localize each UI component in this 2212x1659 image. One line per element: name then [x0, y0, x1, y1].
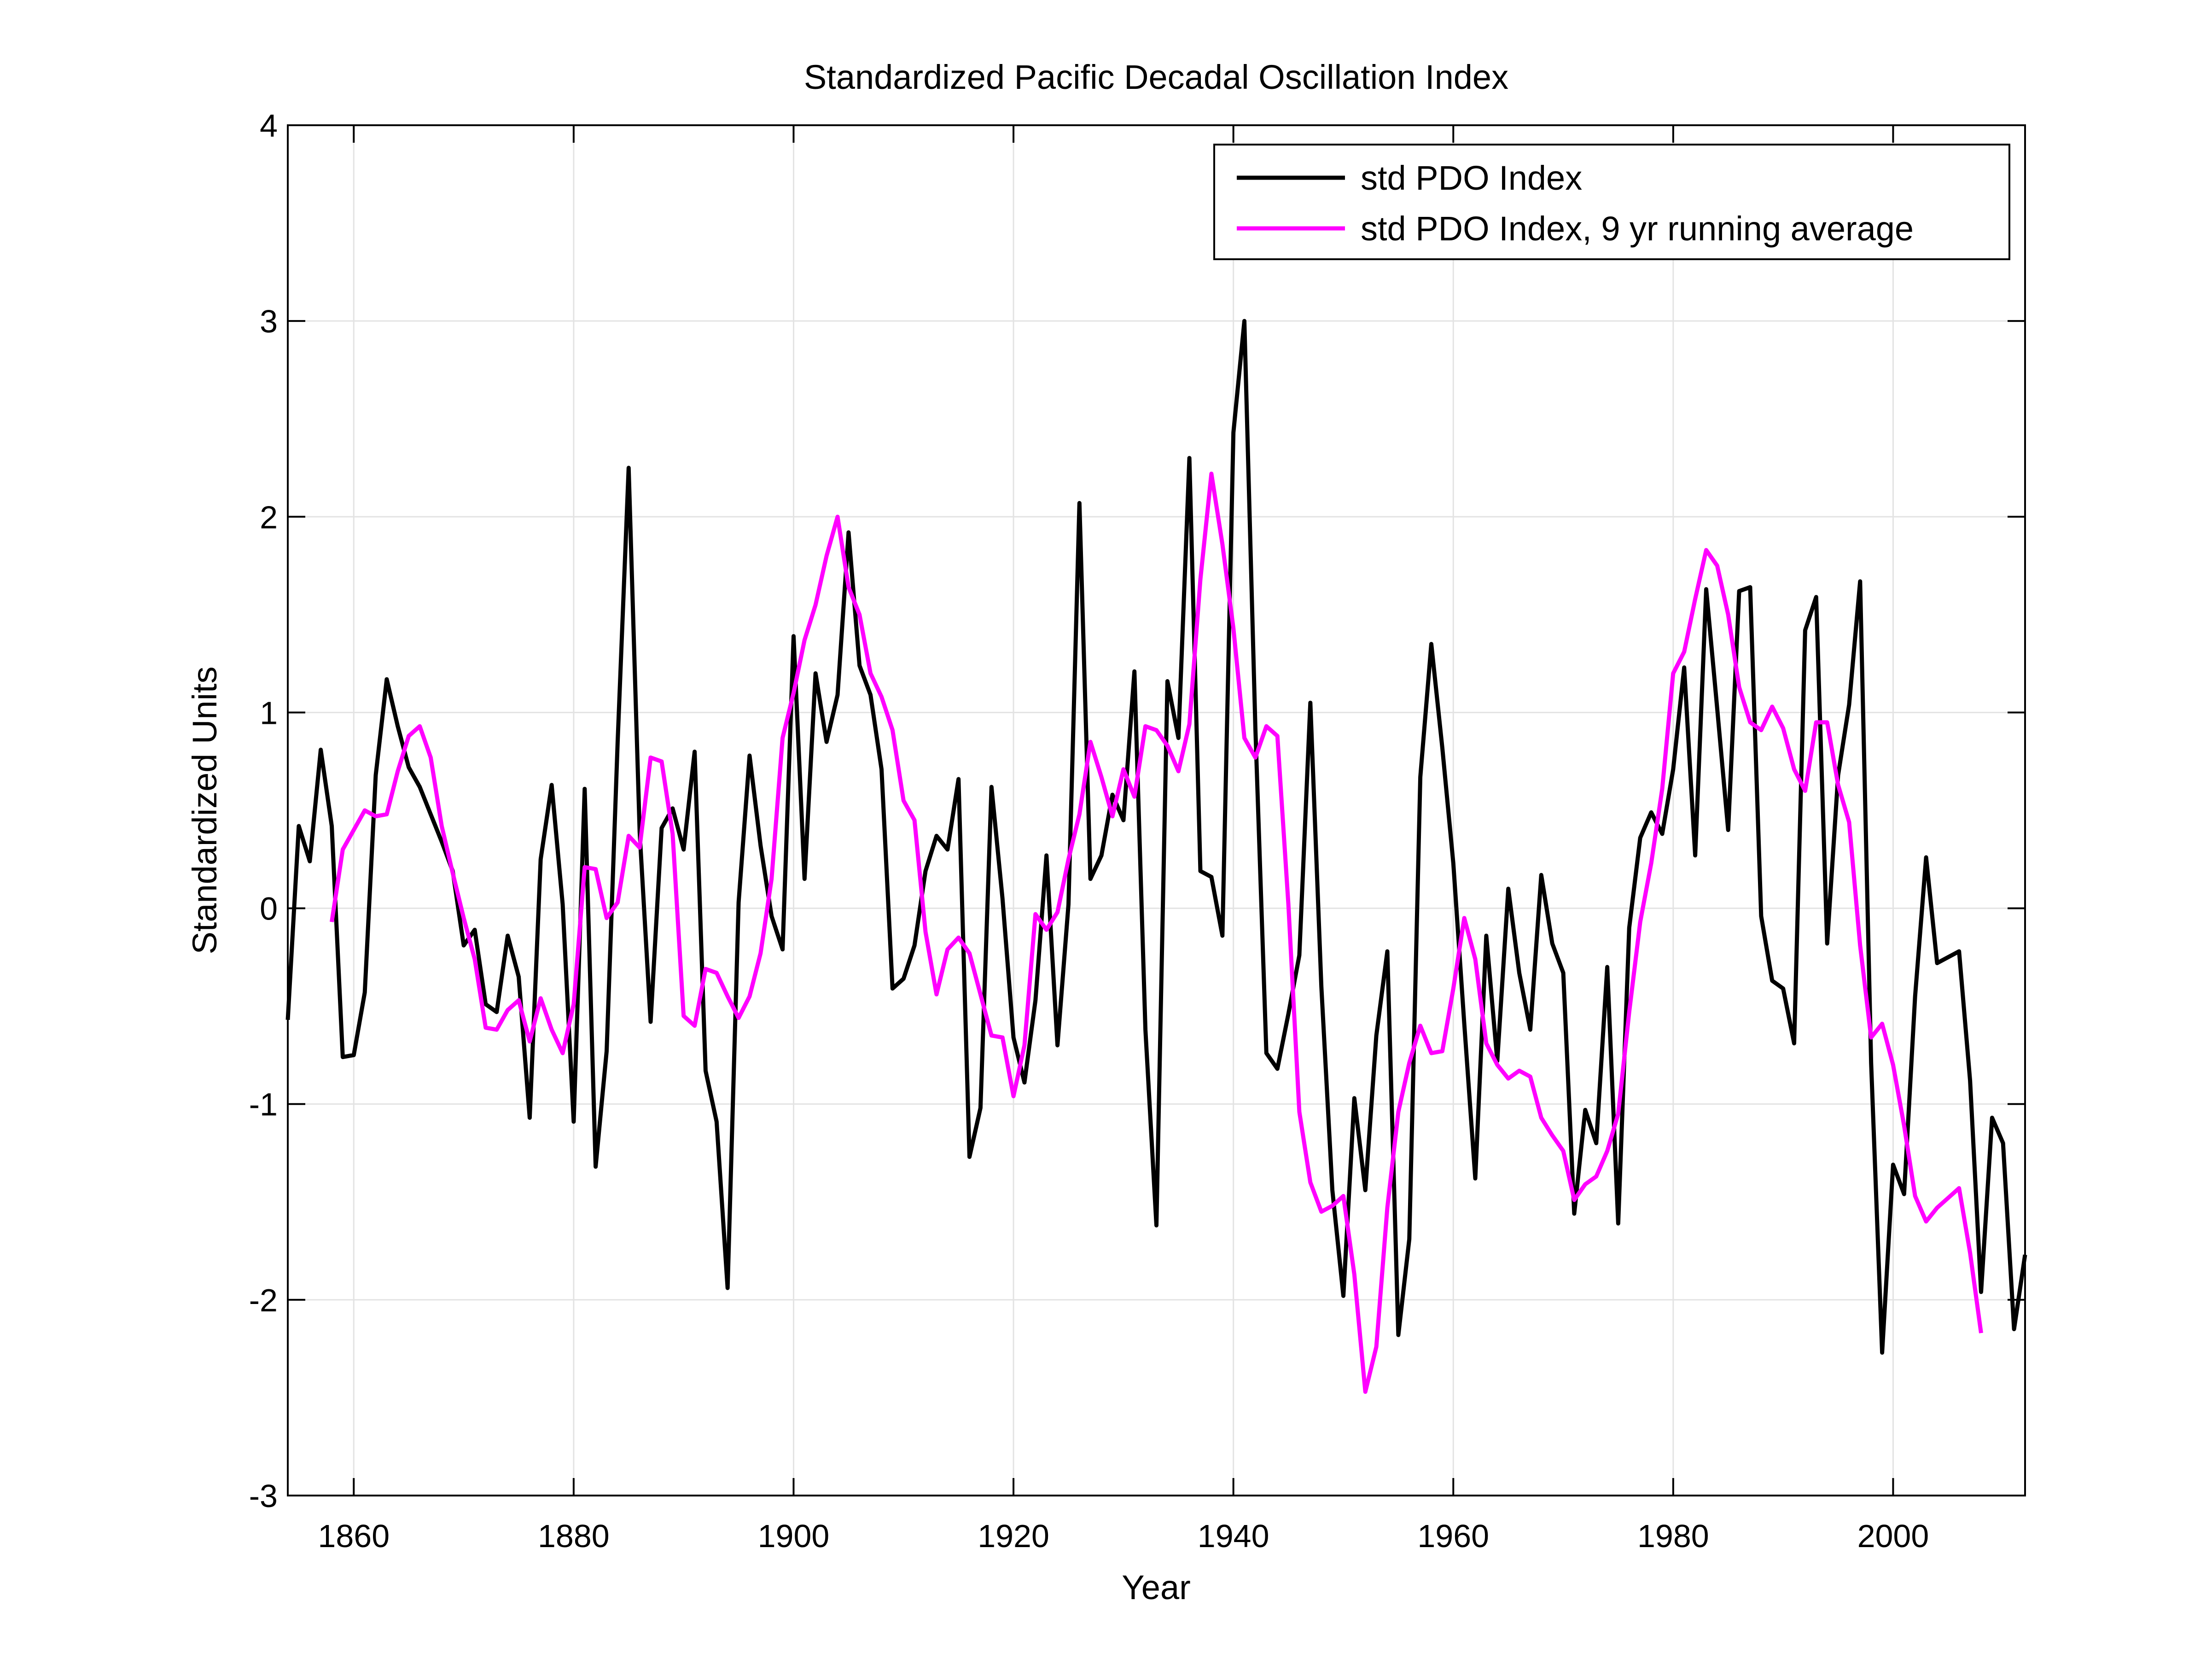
plot-area [288, 125, 2025, 1496]
x-tick-label: 2000 [1857, 1518, 1929, 1554]
x-tick-label: 1900 [758, 1518, 830, 1554]
x-tick-labels: 1860 1880 1900 1920 1940 1960 1980 2000 [318, 1518, 1929, 1554]
legend-label-std-pdo: std PDO Index [1361, 159, 1582, 197]
legend-box [1213, 144, 2010, 260]
chart-title: Standardized Pacific Decadal Oscillation… [804, 58, 1508, 96]
y-tick-label: 4 [260, 108, 278, 144]
legend-label-running-average: std PDO Index, 9 yr running average [1361, 210, 1914, 248]
y-tick-label: -3 [249, 1478, 278, 1514]
series-lines [285, 319, 2027, 1394]
legend: std PDO Index std PDO Index, 9 yr runnin… [1213, 144, 2010, 260]
y-tick-label: -1 [249, 1087, 278, 1123]
y-tick-label: 3 [260, 303, 278, 339]
x-axis-label: Year [1122, 1568, 1191, 1607]
y-tick-label: -2 [249, 1282, 278, 1318]
x-tick-label: 1980 [1637, 1518, 1709, 1554]
y-tick-label: 1 [260, 695, 278, 731]
x-tick-label: 1860 [318, 1518, 390, 1554]
y-tick-label: 2 [260, 499, 278, 535]
y-axis-label: Standardized Units [186, 666, 224, 954]
x-tick-label: 1960 [1417, 1518, 1489, 1554]
series-line-running-average [330, 472, 1983, 1394]
x-tick-label: 1940 [1198, 1518, 1269, 1554]
x-tick-label: 1920 [978, 1518, 1049, 1554]
x-tick-label: 1880 [538, 1518, 610, 1554]
y-tick-label: 0 [260, 891, 278, 927]
plot-frame [287, 124, 2026, 1496]
y-tick-labels: -3 -2 -1 0 1 2 3 4 [249, 108, 278, 1514]
